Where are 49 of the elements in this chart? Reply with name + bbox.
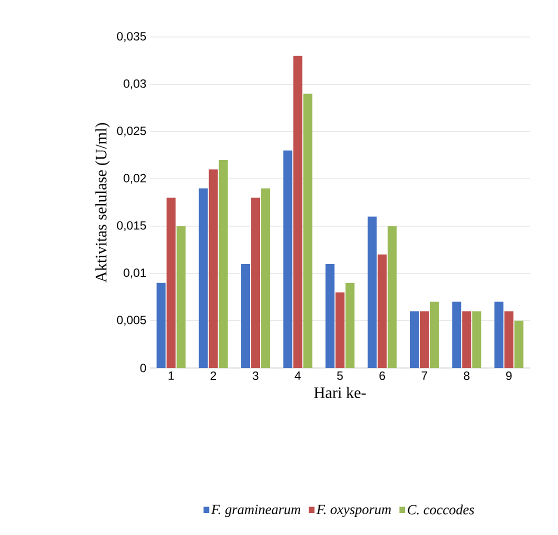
bar [198,188,208,368]
legend-label: F. graminearum [211,504,300,518]
bar [176,226,186,368]
bar [241,264,250,368]
y-tick-label: 0,015 [117,221,146,232]
bar [326,264,335,368]
bar [452,302,462,368]
y-tick-label: 0 [140,364,146,372]
x-tick-label: 5 [337,372,343,380]
bar [494,302,504,368]
y-axis-title: Aktivitas selulase (U/ml) [95,123,110,282]
x-tick-label: 7 [422,372,428,380]
bar [303,94,312,368]
x-axis-title: Hari ke- [314,386,366,398]
bar [504,311,514,368]
y-tick-label: 0,01 [124,268,146,278]
bar [261,188,270,368]
y-tick-label: 0,005 [117,316,146,326]
bar [368,216,377,368]
bar [166,198,176,368]
bar [336,292,344,368]
legend-label: C. coccodes [408,504,474,514]
y-tick-label: 0,02 [124,174,146,184]
legend-label: F. oxysporum [316,504,391,517]
x-tick-label: 2 [210,372,216,380]
bar [156,282,166,368]
bar [208,169,218,368]
bar [345,282,354,368]
bar [251,198,260,368]
x-tick-label: 6 [380,372,386,380]
y-tick-label: 0,03 [124,79,146,90]
bar [410,311,419,368]
bar [388,226,397,368]
x-tick-label: 8 [464,372,470,380]
x-tick-label: 3 [252,372,258,380]
bar [462,311,472,368]
bar [218,160,228,368]
bar [472,311,482,368]
y-tick-label: 0,025 [117,126,146,137]
bar [514,320,524,368]
x-tick-label: 9 [506,372,512,380]
x-tick-label: 4 [294,372,301,380]
bar [293,56,302,368]
bar [420,311,429,368]
bar [378,254,387,368]
y-tick-label: 0,035 [117,32,146,42]
x-tick-label: 1 [168,372,174,380]
bar [283,150,292,368]
bar [430,302,439,368]
